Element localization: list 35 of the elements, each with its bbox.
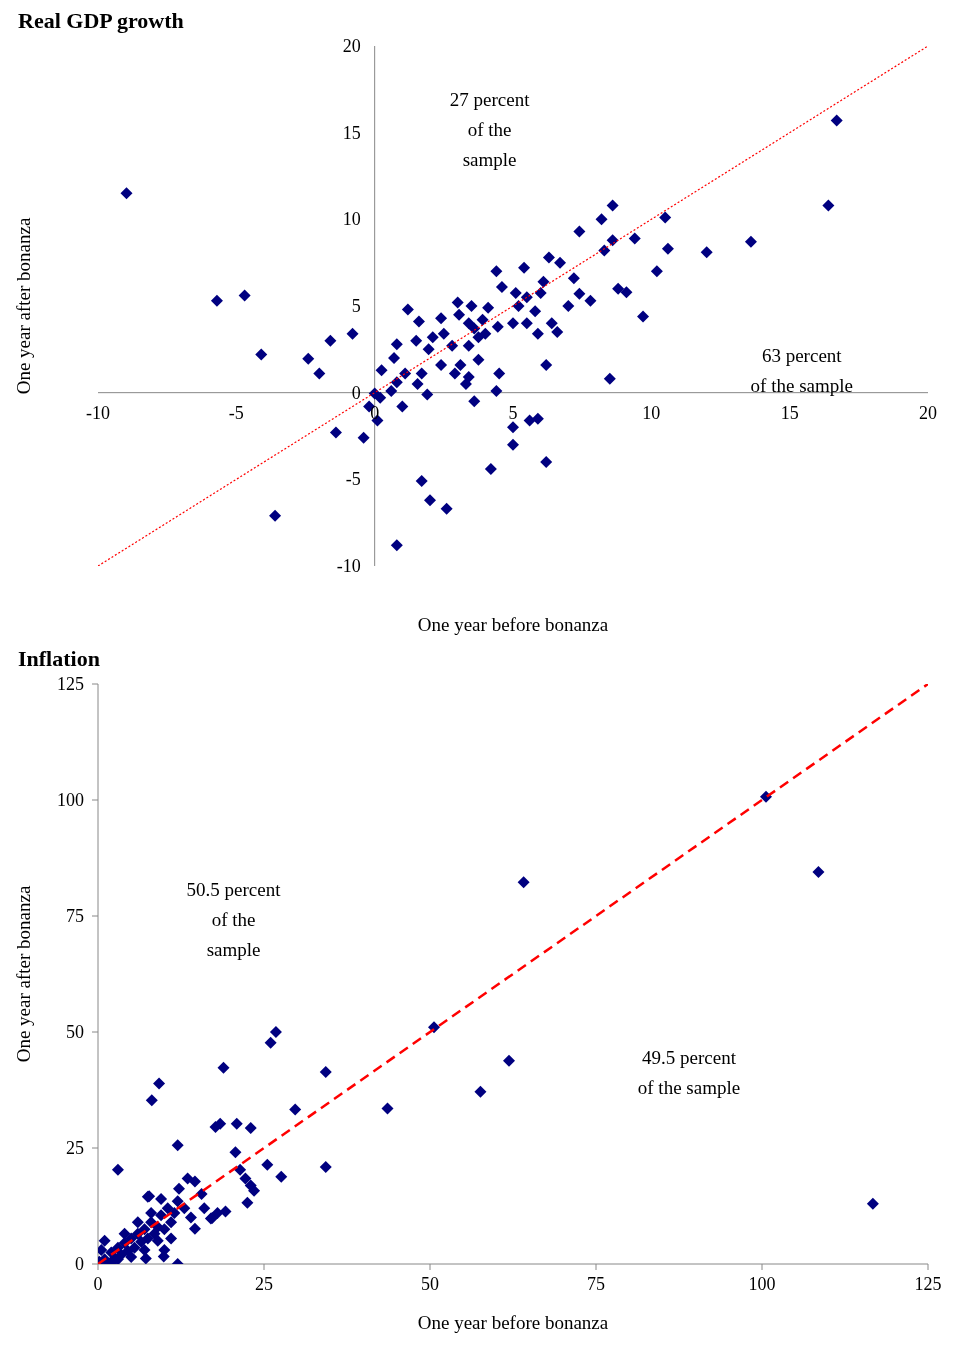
y-tick-label: 100 [57, 790, 84, 810]
y-tick-label: 50 [66, 1022, 84, 1042]
chart-title: Inflation [17, 646, 101, 673]
x-tick-label: 75 [587, 1274, 605, 1294]
y-tick-label: 20 [342, 36, 361, 56]
y-tick-label: -5 [345, 469, 361, 490]
y-tick-label: 15 [342, 122, 361, 143]
x-axis-title: One year before bonanza [417, 614, 609, 635]
annotation: 50.5 percent of the sample [186, 878, 281, 962]
chart-title: Real GDP growth [17, 8, 185, 35]
x-tick-label: 100 [748, 1274, 776, 1294]
x-tick-label: 5 [508, 402, 518, 423]
y-tick-label: 0 [75, 1254, 84, 1274]
x-tick-label: -5 [228, 402, 244, 423]
annotation: 63 percent of the sample [750, 344, 853, 398]
x-tick-label: 125 [914, 1274, 942, 1294]
x-tick-label: 25 [255, 1274, 273, 1294]
y-axis-title: One year after bonanza [12, 885, 34, 1063]
x-tick-label: 20 [919, 402, 937, 423]
x-tick-label: -10 [86, 402, 110, 423]
x-tick-label: 10 [642, 402, 661, 423]
y-axis-title: One year after bonanza [12, 217, 34, 395]
y-tick-label: 10 [342, 209, 361, 230]
annotation: 49.5 percent of the sample [637, 1045, 741, 1100]
y-tick-label: 125 [57, 674, 84, 694]
y-tick-label: -10 [336, 556, 361, 576]
x-tick-label: 0 [93, 1274, 103, 1294]
y-tick-label: 5 [351, 296, 361, 316]
x-tick-label: 15 [780, 402, 799, 423]
annotation: 27 percent of the sample [449, 87, 530, 172]
y-tick-label: 0 [351, 382, 361, 403]
y-tick-label: 75 [66, 906, 84, 926]
y-tick-label: 25 [66, 1138, 84, 1158]
x-axis-title: One year before bonanza [417, 1312, 609, 1333]
x-tick-label: 50 [421, 1274, 439, 1294]
